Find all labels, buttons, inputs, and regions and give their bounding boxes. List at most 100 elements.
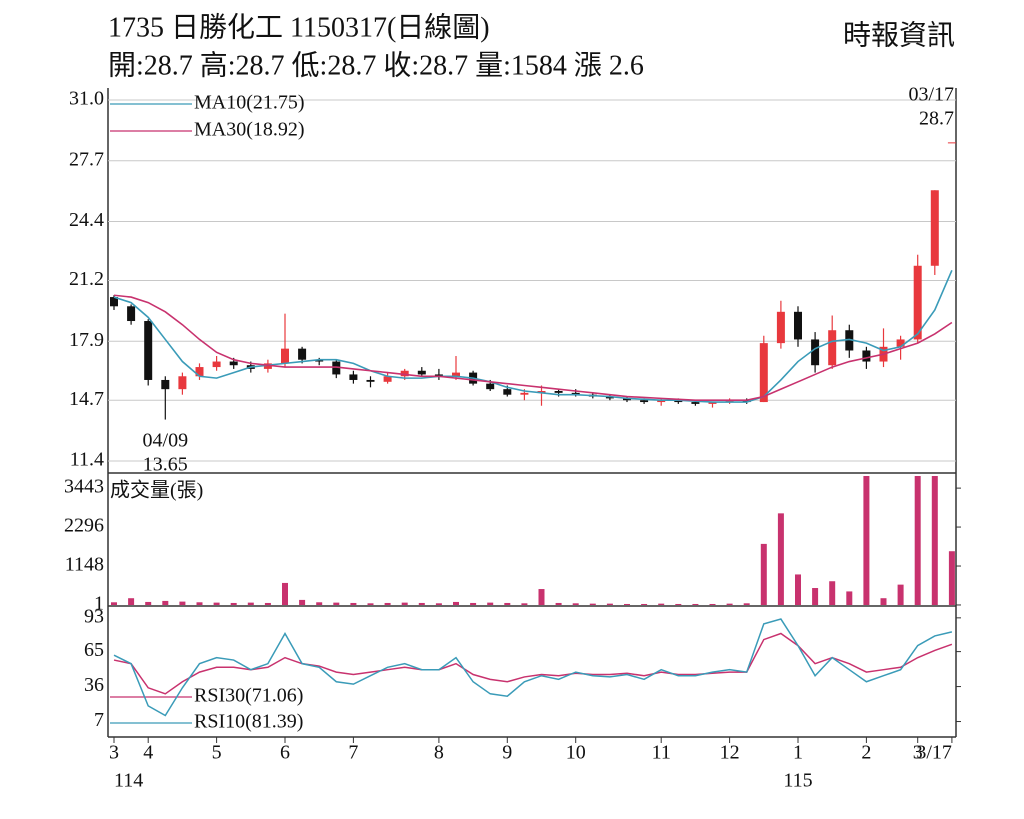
ma-line (113, 294, 953, 402)
volume-bar (401, 602, 408, 605)
y-tick-label: 31.0 (69, 88, 104, 110)
source: 時報資訊 (843, 19, 955, 51)
rsi-line (113, 618, 953, 717)
x-tick-label: 3 (913, 742, 923, 764)
volume-bar (264, 602, 271, 605)
candle-body (674, 400, 683, 403)
x-tick-label: 12 (720, 742, 740, 764)
candle-body (110, 297, 118, 307)
x-tick-label: 4 (143, 742, 153, 764)
candle-body (691, 402, 700, 404)
legend-label: MA30(18.92) (194, 119, 305, 141)
last-date: 03/17 (908, 84, 954, 106)
last-value: 28.7 (919, 108, 954, 130)
candle-body (845, 330, 854, 351)
volume-bar (418, 602, 425, 605)
x-tick-label: 7 (348, 742, 358, 764)
volume-bar (196, 602, 203, 605)
candle-body (640, 400, 649, 403)
legend-label: MA10(21.75) (194, 92, 305, 114)
volume-bar (384, 602, 391, 605)
candle-body (161, 379, 170, 390)
volume-bar (812, 588, 819, 605)
candle-body (862, 350, 871, 362)
volume-bar (641, 603, 648, 605)
candle-body (896, 339, 905, 347)
volume-bar (487, 602, 494, 605)
candle-body (520, 392, 529, 395)
title: 1735 日勝化工 1150317(日線圖) (108, 11, 490, 43)
candle-body (930, 190, 939, 266)
ma-line (113, 270, 953, 403)
candle-body (332, 361, 341, 375)
candle-body (554, 391, 563, 393)
volume-bar (931, 476, 938, 605)
volume-bar (624, 603, 630, 605)
volume-bar (795, 574, 801, 605)
y-tick-label: 7 (94, 709, 104, 731)
candle-body (298, 348, 307, 360)
y-tick-label: 1148 (65, 554, 104, 576)
candle-body (349, 374, 358, 380)
volume-bar (111, 602, 117, 605)
candle-body (794, 311, 802, 340)
candle-body (759, 343, 768, 403)
volume-bar (914, 476, 921, 605)
volume-bar (453, 601, 459, 605)
quote: 開:28.7 高:28.7 低:28.7 收:28.7 量:1584 漲 2.6 (108, 49, 644, 81)
volume-bar (316, 602, 323, 605)
candle-body (708, 402, 717, 404)
y-tick-label: 36 (84, 674, 104, 696)
frame (107, 88, 957, 738)
volume-bar (162, 600, 169, 605)
candle-body (503, 389, 512, 395)
volume-bar (743, 603, 750, 605)
volume-bar (333, 602, 340, 605)
y-tick-label: 14.7 (69, 388, 104, 410)
volume-bar (589, 603, 596, 605)
candle-body (366, 379, 375, 382)
candle-body (434, 374, 443, 377)
volume-bar (470, 602, 477, 605)
volume-bar (367, 603, 374, 605)
candle-body (742, 400, 751, 403)
volume-bar (128, 598, 135, 605)
y-tick-label: 2296 (64, 515, 104, 537)
legend-label: RSI10(81.39) (194, 711, 303, 733)
low-value: 13.65 (143, 454, 188, 476)
candle-body (263, 363, 272, 369)
candle-body (229, 361, 238, 366)
candle-body (623, 398, 631, 401)
legend-label: RSI30(71.06) (194, 685, 303, 707)
y-tick-label: 3443 (64, 476, 104, 498)
y-tick-label: 11.4 (70, 449, 104, 471)
volume-bar (948, 551, 955, 605)
volume-bar (435, 603, 442, 605)
y-tick-label: 21.2 (69, 268, 104, 290)
x-tick-label: 8 (434, 742, 444, 764)
volume-bar (179, 601, 186, 605)
volume-bar (299, 599, 306, 605)
y-tick-label: 17.9 (69, 329, 104, 351)
candle-body (383, 376, 392, 382)
volume-bar (350, 602, 357, 605)
volume-bar (282, 582, 288, 605)
candle-body (417, 370, 426, 375)
x-tick-label: 3/17 (916, 742, 952, 764)
y-tick-label: 27.7 (69, 148, 104, 170)
volume-bar (555, 602, 562, 605)
y-tick-label: 93 (84, 605, 104, 627)
volume-bar (897, 584, 904, 605)
y-tick-label: 1 (94, 593, 104, 615)
x-tick-label: 1 (793, 742, 803, 764)
low-date: 04/09 (143, 430, 189, 452)
candle-body (486, 383, 495, 390)
x-tick-label: 3 (109, 742, 119, 764)
x-tick-label: 6 (280, 742, 290, 764)
volume-bar (521, 603, 528, 605)
candle-body (281, 348, 289, 364)
volume-bar (675, 603, 682, 605)
candle-body (144, 321, 153, 380)
candle-body (947, 142, 956, 144)
